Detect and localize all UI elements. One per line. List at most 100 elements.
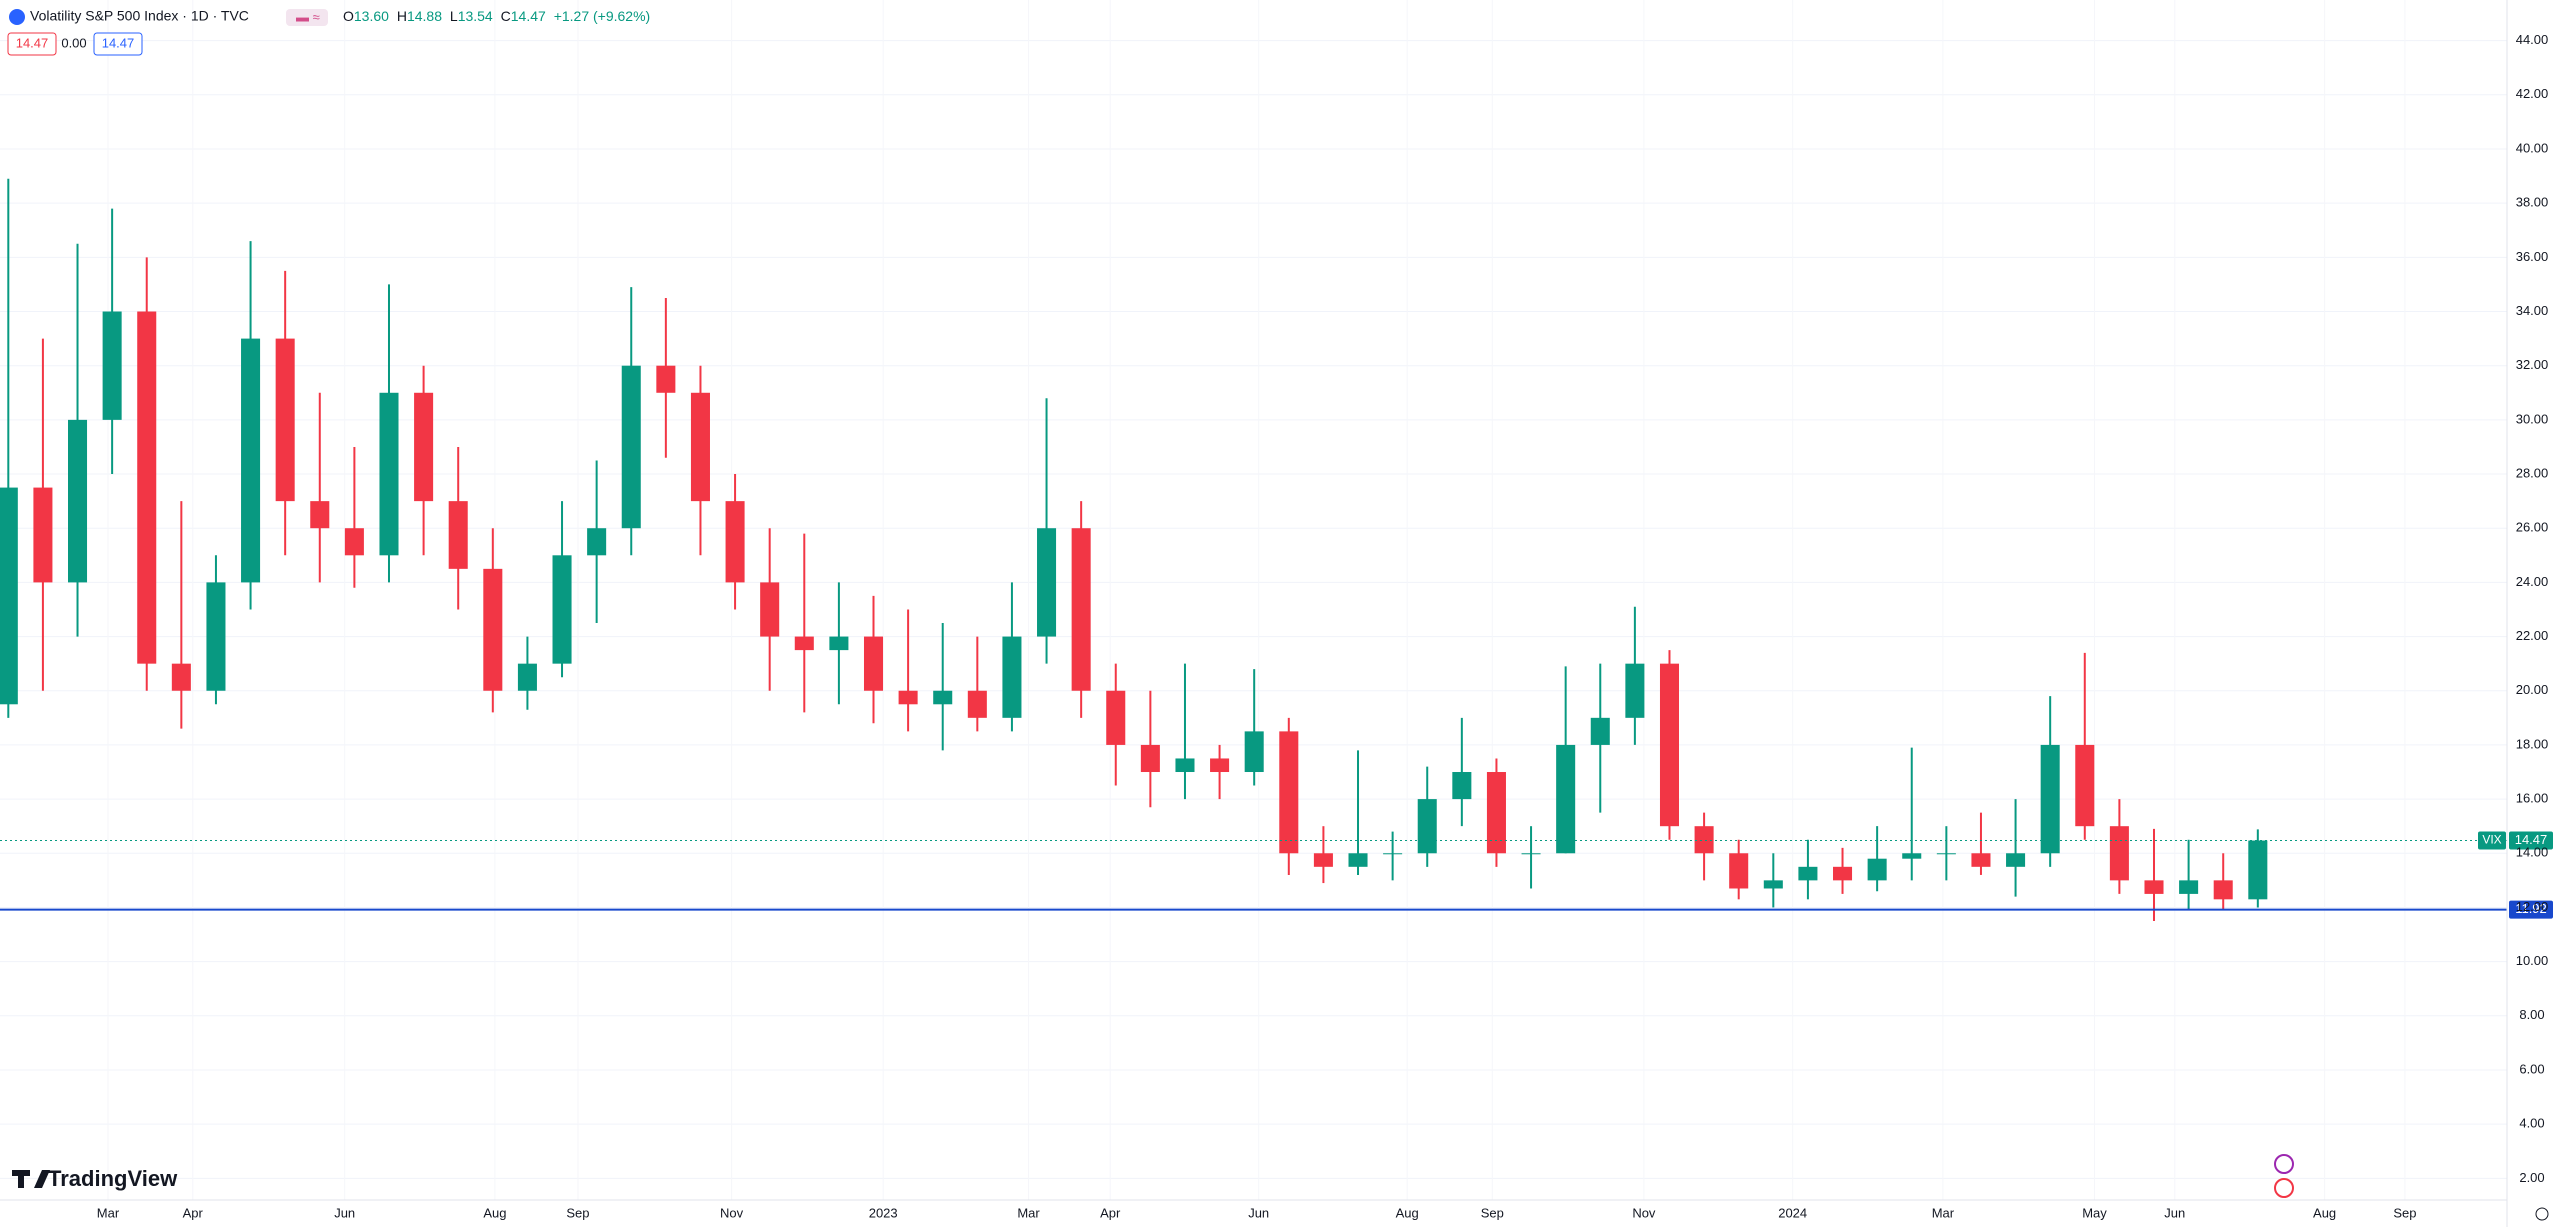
indicator-pill[interactable] bbox=[286, 9, 328, 26]
x-tick-label: Apr bbox=[1100, 1205, 1121, 1220]
candle-body bbox=[552, 555, 572, 664]
hline-label: 11.92 bbox=[2515, 901, 2547, 916]
y-tick-label: 40.00 bbox=[2516, 140, 2549, 155]
x-tick-label: Jun bbox=[334, 1205, 355, 1220]
candle-body bbox=[137, 311, 157, 664]
candle-body bbox=[1002, 636, 1022, 718]
ohlc-key: C bbox=[501, 8, 511, 24]
symbol-tag-text: VIX bbox=[2482, 833, 2501, 847]
candle-body bbox=[2144, 880, 2164, 894]
spread: 0.00 bbox=[61, 35, 86, 50]
y-tick-label: 10.00 bbox=[2516, 953, 2549, 968]
y-tick-label: 32.00 bbox=[2516, 357, 2549, 372]
y-tick-label: 24.00 bbox=[2516, 574, 2549, 589]
y-tick-label: 14.00 bbox=[2516, 845, 2549, 860]
x-tick-label: Aug bbox=[483, 1205, 506, 1220]
y-tick-label: 44.00 bbox=[2516, 32, 2549, 47]
x-tick-label: Sep bbox=[566, 1205, 589, 1220]
event-icon[interactable] bbox=[2274, 1154, 2294, 1174]
y-tick-label: 18.00 bbox=[2516, 736, 2549, 751]
candle-body bbox=[1486, 772, 1506, 854]
last-price-tag bbox=[2509, 831, 2553, 850]
y-tick-label: 16.00 bbox=[2516, 791, 2549, 806]
candle-body bbox=[1556, 744, 1576, 854]
y-tick-label: 20.00 bbox=[2516, 682, 2549, 697]
watermark: TradingView bbox=[48, 1166, 178, 1191]
ohlc-key: H bbox=[397, 8, 407, 24]
x-tick-label: Sep bbox=[2393, 1205, 2416, 1220]
y-tick-label: 22.00 bbox=[2516, 628, 2549, 643]
candle-body bbox=[967, 690, 987, 718]
candle-body bbox=[1348, 853, 1368, 867]
candle-body bbox=[863, 636, 884, 691]
ohlc-change: +1.27 (+9.62%) bbox=[554, 8, 651, 24]
y-tick-label: 8.00 bbox=[2519, 1007, 2544, 1022]
ohlc-value: 14.47 bbox=[511, 8, 546, 24]
candle-body bbox=[1936, 853, 1956, 855]
candle-body bbox=[2213, 880, 2233, 900]
x-tick-label: Jun bbox=[2164, 1205, 2185, 1220]
candle-body bbox=[2006, 853, 2026, 867]
candle-body bbox=[1902, 853, 1922, 859]
candle-body bbox=[1590, 717, 1610, 745]
settings-icon[interactable] bbox=[2535, 1207, 2549, 1221]
sell-price[interactable]: 14.47 bbox=[16, 35, 49, 50]
buy-price[interactable]: 14.47 bbox=[102, 35, 135, 50]
ohlc-value: 13.54 bbox=[458, 8, 493, 24]
y-tick-label: 6.00 bbox=[2519, 1061, 2544, 1076]
candle-body bbox=[1521, 853, 1541, 855]
x-tick-label: Nov bbox=[1632, 1205, 1656, 1220]
logo-icon bbox=[12, 1170, 50, 1188]
event-icon[interactable] bbox=[2274, 1178, 2294, 1198]
y-tick-label: 34.00 bbox=[2516, 303, 2549, 318]
candle-body bbox=[1971, 853, 1991, 867]
candle-body bbox=[1867, 858, 1887, 881]
x-tick-label: 2023 bbox=[869, 1205, 898, 1220]
candle-body bbox=[206, 582, 226, 691]
x-tick-label: Mar bbox=[97, 1205, 120, 1220]
buy-button[interactable] bbox=[93, 32, 143, 56]
candle-body bbox=[898, 690, 918, 705]
ohlc-key: O bbox=[343, 8, 354, 24]
candle-body bbox=[1452, 772, 1472, 800]
symbol-icon[interactable] bbox=[9, 9, 25, 25]
y-tick-label: 26.00 bbox=[2516, 520, 2549, 535]
y-tick-label: 28.00 bbox=[2516, 465, 2549, 480]
symbol-title[interactable]: Volatility S&P 500 Index · 1D · TVC bbox=[30, 8, 249, 24]
x-tick-label: Aug bbox=[1396, 1205, 1419, 1220]
candle-body bbox=[725, 501, 745, 583]
hline-tag bbox=[2509, 900, 2553, 919]
x-tick-label: Apr bbox=[183, 1205, 204, 1220]
candle-body bbox=[2179, 880, 2199, 894]
x-tick-label: May bbox=[2082, 1205, 2107, 1220]
candle-body bbox=[1313, 853, 1333, 867]
candle-body bbox=[483, 568, 503, 691]
candle-body bbox=[1175, 758, 1195, 773]
candle-body bbox=[0, 487, 18, 705]
candle-body bbox=[1659, 663, 1680, 827]
candle-body bbox=[1106, 690, 1126, 745]
y-tick-label: 38.00 bbox=[2516, 195, 2549, 210]
candle-body bbox=[2248, 840, 2268, 900]
candle-body bbox=[760, 582, 780, 637]
candle-body bbox=[1383, 853, 1403, 855]
y-tick-label: 30.00 bbox=[2516, 411, 2549, 426]
candle-body bbox=[1694, 826, 1714, 854]
candle-body bbox=[621, 365, 641, 529]
candle-body bbox=[1244, 731, 1264, 773]
y-tick-label: 42.00 bbox=[2516, 86, 2549, 101]
candle-body bbox=[2075, 744, 2095, 827]
candle-body bbox=[1210, 758, 1230, 773]
last-price-label: 14.47 bbox=[2515, 832, 2548, 847]
x-tick-label: Nov bbox=[720, 1205, 744, 1220]
candle-body bbox=[344, 528, 364, 556]
candle-body bbox=[1037, 528, 1057, 637]
candle-body bbox=[1071, 528, 1091, 691]
candle-body bbox=[1763, 880, 1783, 889]
candle-body bbox=[448, 501, 468, 569]
candle-body bbox=[379, 392, 399, 556]
sell-button[interactable] bbox=[7, 32, 57, 56]
x-tick-label: 2024 bbox=[1778, 1205, 1807, 1220]
